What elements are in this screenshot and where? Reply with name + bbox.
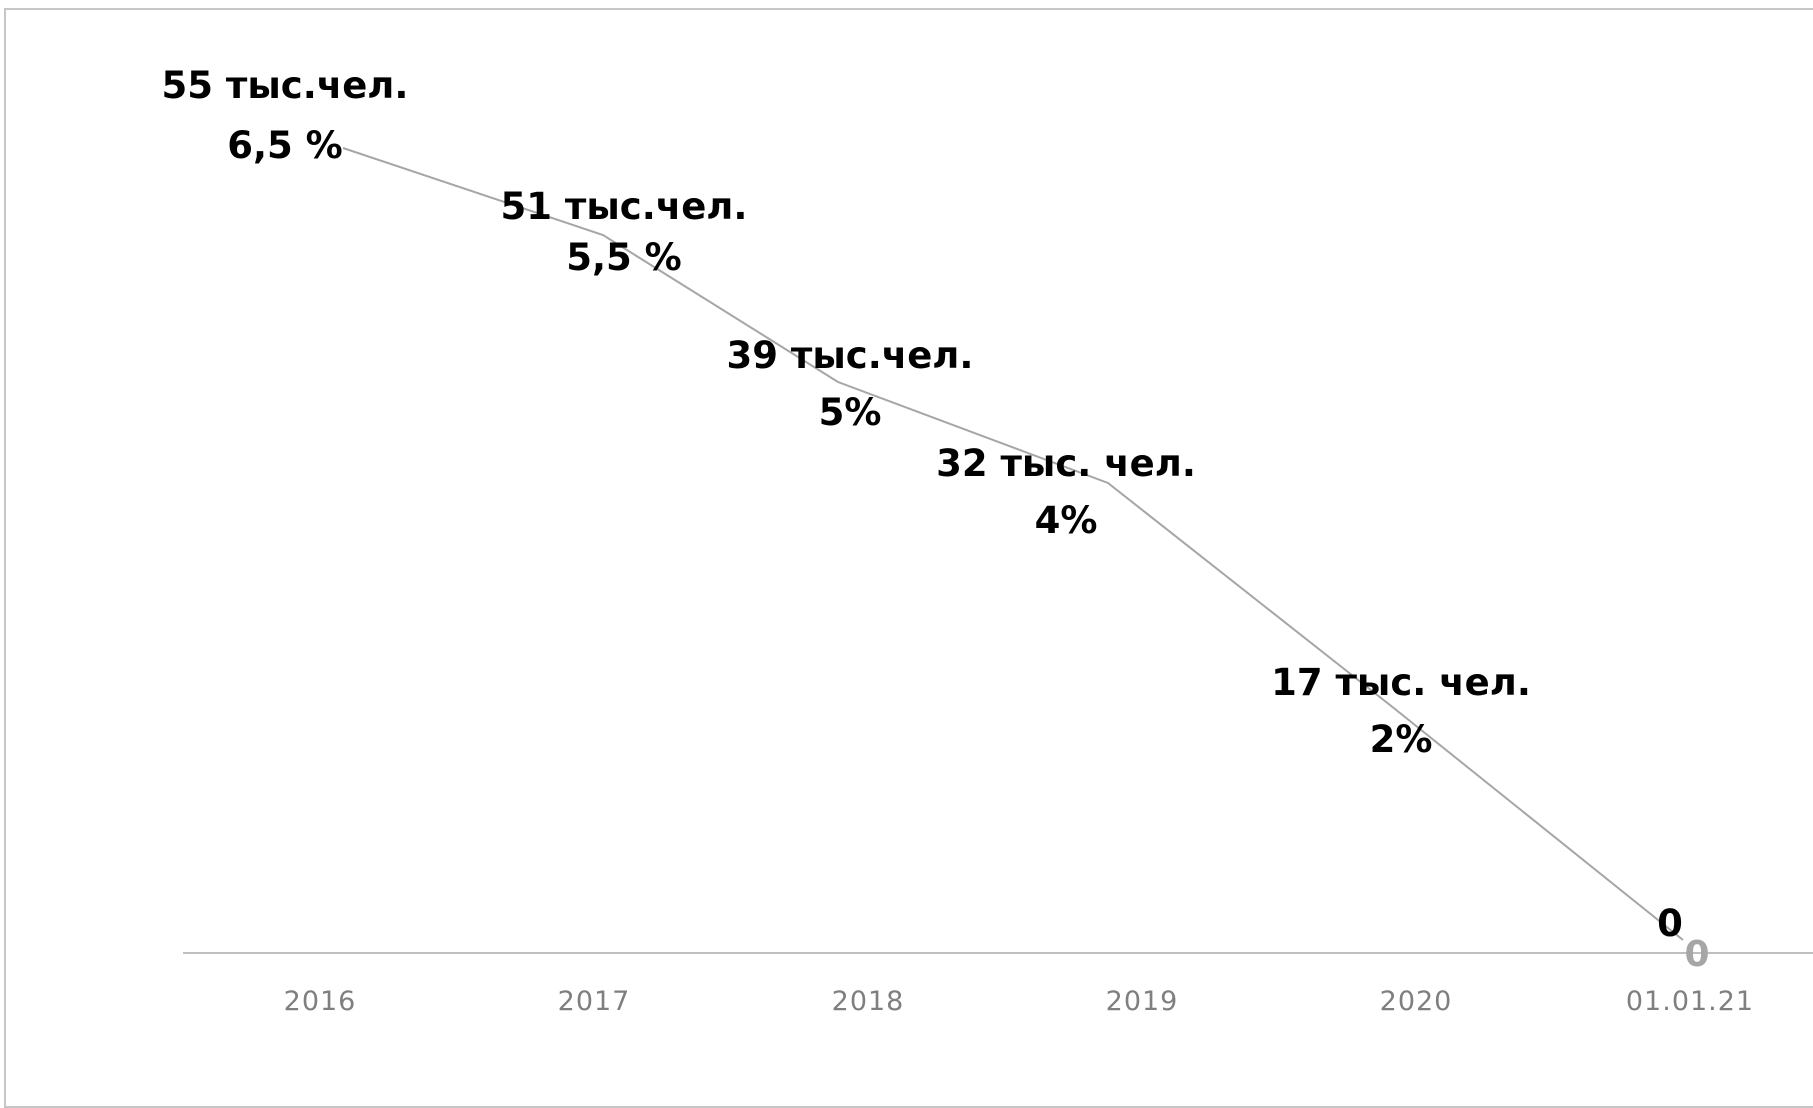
x-tick-label: 01.01.21: [1626, 986, 1754, 1017]
data-label-percent: 4%: [1035, 499, 1098, 542]
axis-zero-marker: 0: [1684, 934, 1709, 975]
series-line: [342, 147, 1684, 941]
data-label-percent: 5%: [819, 391, 882, 434]
x-tick-label: 2017: [558, 986, 631, 1017]
data-label-percent: 6,5 %: [227, 124, 343, 167]
data-labels: 55 тыс.чел. 6,5 % 51 тыс.чел. 5,5 % 39 тыс.ч…: [162, 64, 1683, 945]
x-tick-label: 2016: [284, 986, 357, 1017]
x-tick-label: 2018: [832, 986, 905, 1017]
data-label-value: 55 тыс.чел.: [162, 64, 409, 107]
data-label-value: 32 тыс. чел.: [936, 442, 1196, 485]
x-tick-label: 2019: [1106, 986, 1179, 1017]
x-tick-labels: 2016 2017 2018 2019 2020 01.01.21: [284, 986, 1754, 1017]
data-label-value: 17 тыс. чел.: [1271, 661, 1531, 704]
data-label-percent: 2%: [1370, 718, 1433, 761]
data-label-value: 0: [1657, 902, 1683, 945]
chart-frame: [4, 8, 1813, 1108]
data-label-percent: 5,5 %: [566, 236, 682, 279]
data-label-value: 39 тыс.чел.: [727, 334, 974, 377]
x-tick-label: 2020: [1380, 986, 1453, 1017]
data-label-value: 51 тыс.чел.: [501, 185, 748, 228]
